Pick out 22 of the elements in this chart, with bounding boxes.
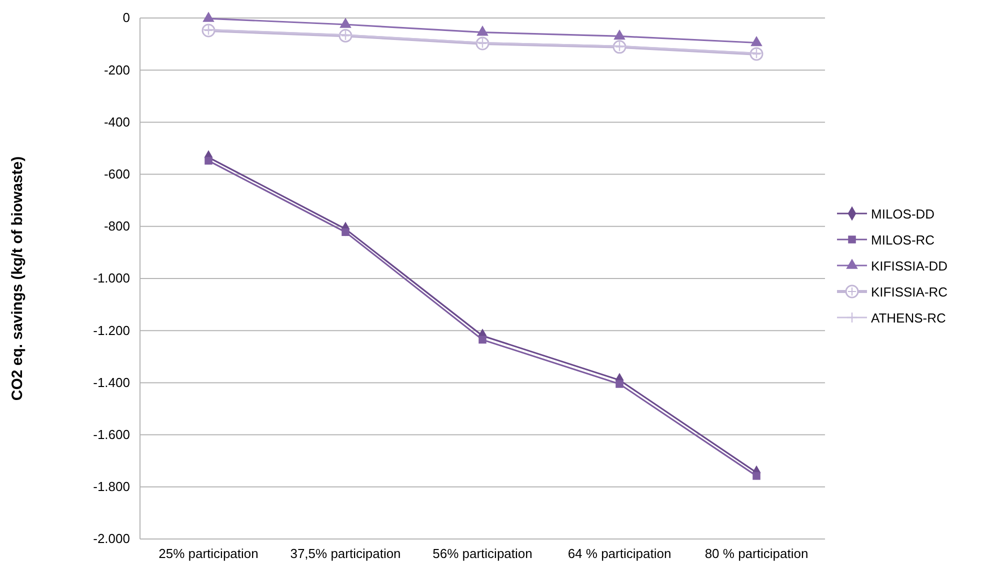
x-tick-label: 56% participation [432,546,532,562]
y-tick-label: -400 [104,114,130,130]
x-tick-label: 80 % participation [704,546,808,562]
y-tick-label: -600 [104,166,130,182]
y-tick-label: -1.000 [93,270,130,286]
legend-label: KIFISSIA-DD [871,258,948,274]
y-tick-label: -800 [104,218,130,234]
y-tick-label: -2.000 [93,531,130,546]
y-tick-label: -1.200 [93,322,130,338]
x-tick-label: 37,5% participation [290,546,401,562]
y-tick-label: -200 [104,62,130,78]
legend-label: KIFISSIA-RC [871,284,948,300]
y-tick-label: -1.800 [93,479,130,494]
y-tick-label: -1.400 [93,374,130,390]
x-tick-label: 64 % participation [568,546,672,562]
legend-label: ATHENS-RC [871,310,946,326]
y-tick-label: 0 [122,10,130,26]
legend-label: MILOS-DD [871,206,935,222]
legend-label: MILOS-RC [871,232,935,248]
y-tick-label: -1.600 [93,426,130,442]
x-tick-label: 25% participation [158,546,258,562]
y-axis-title: CO2 eq. savings (kg/t of biowaste) [9,156,26,401]
